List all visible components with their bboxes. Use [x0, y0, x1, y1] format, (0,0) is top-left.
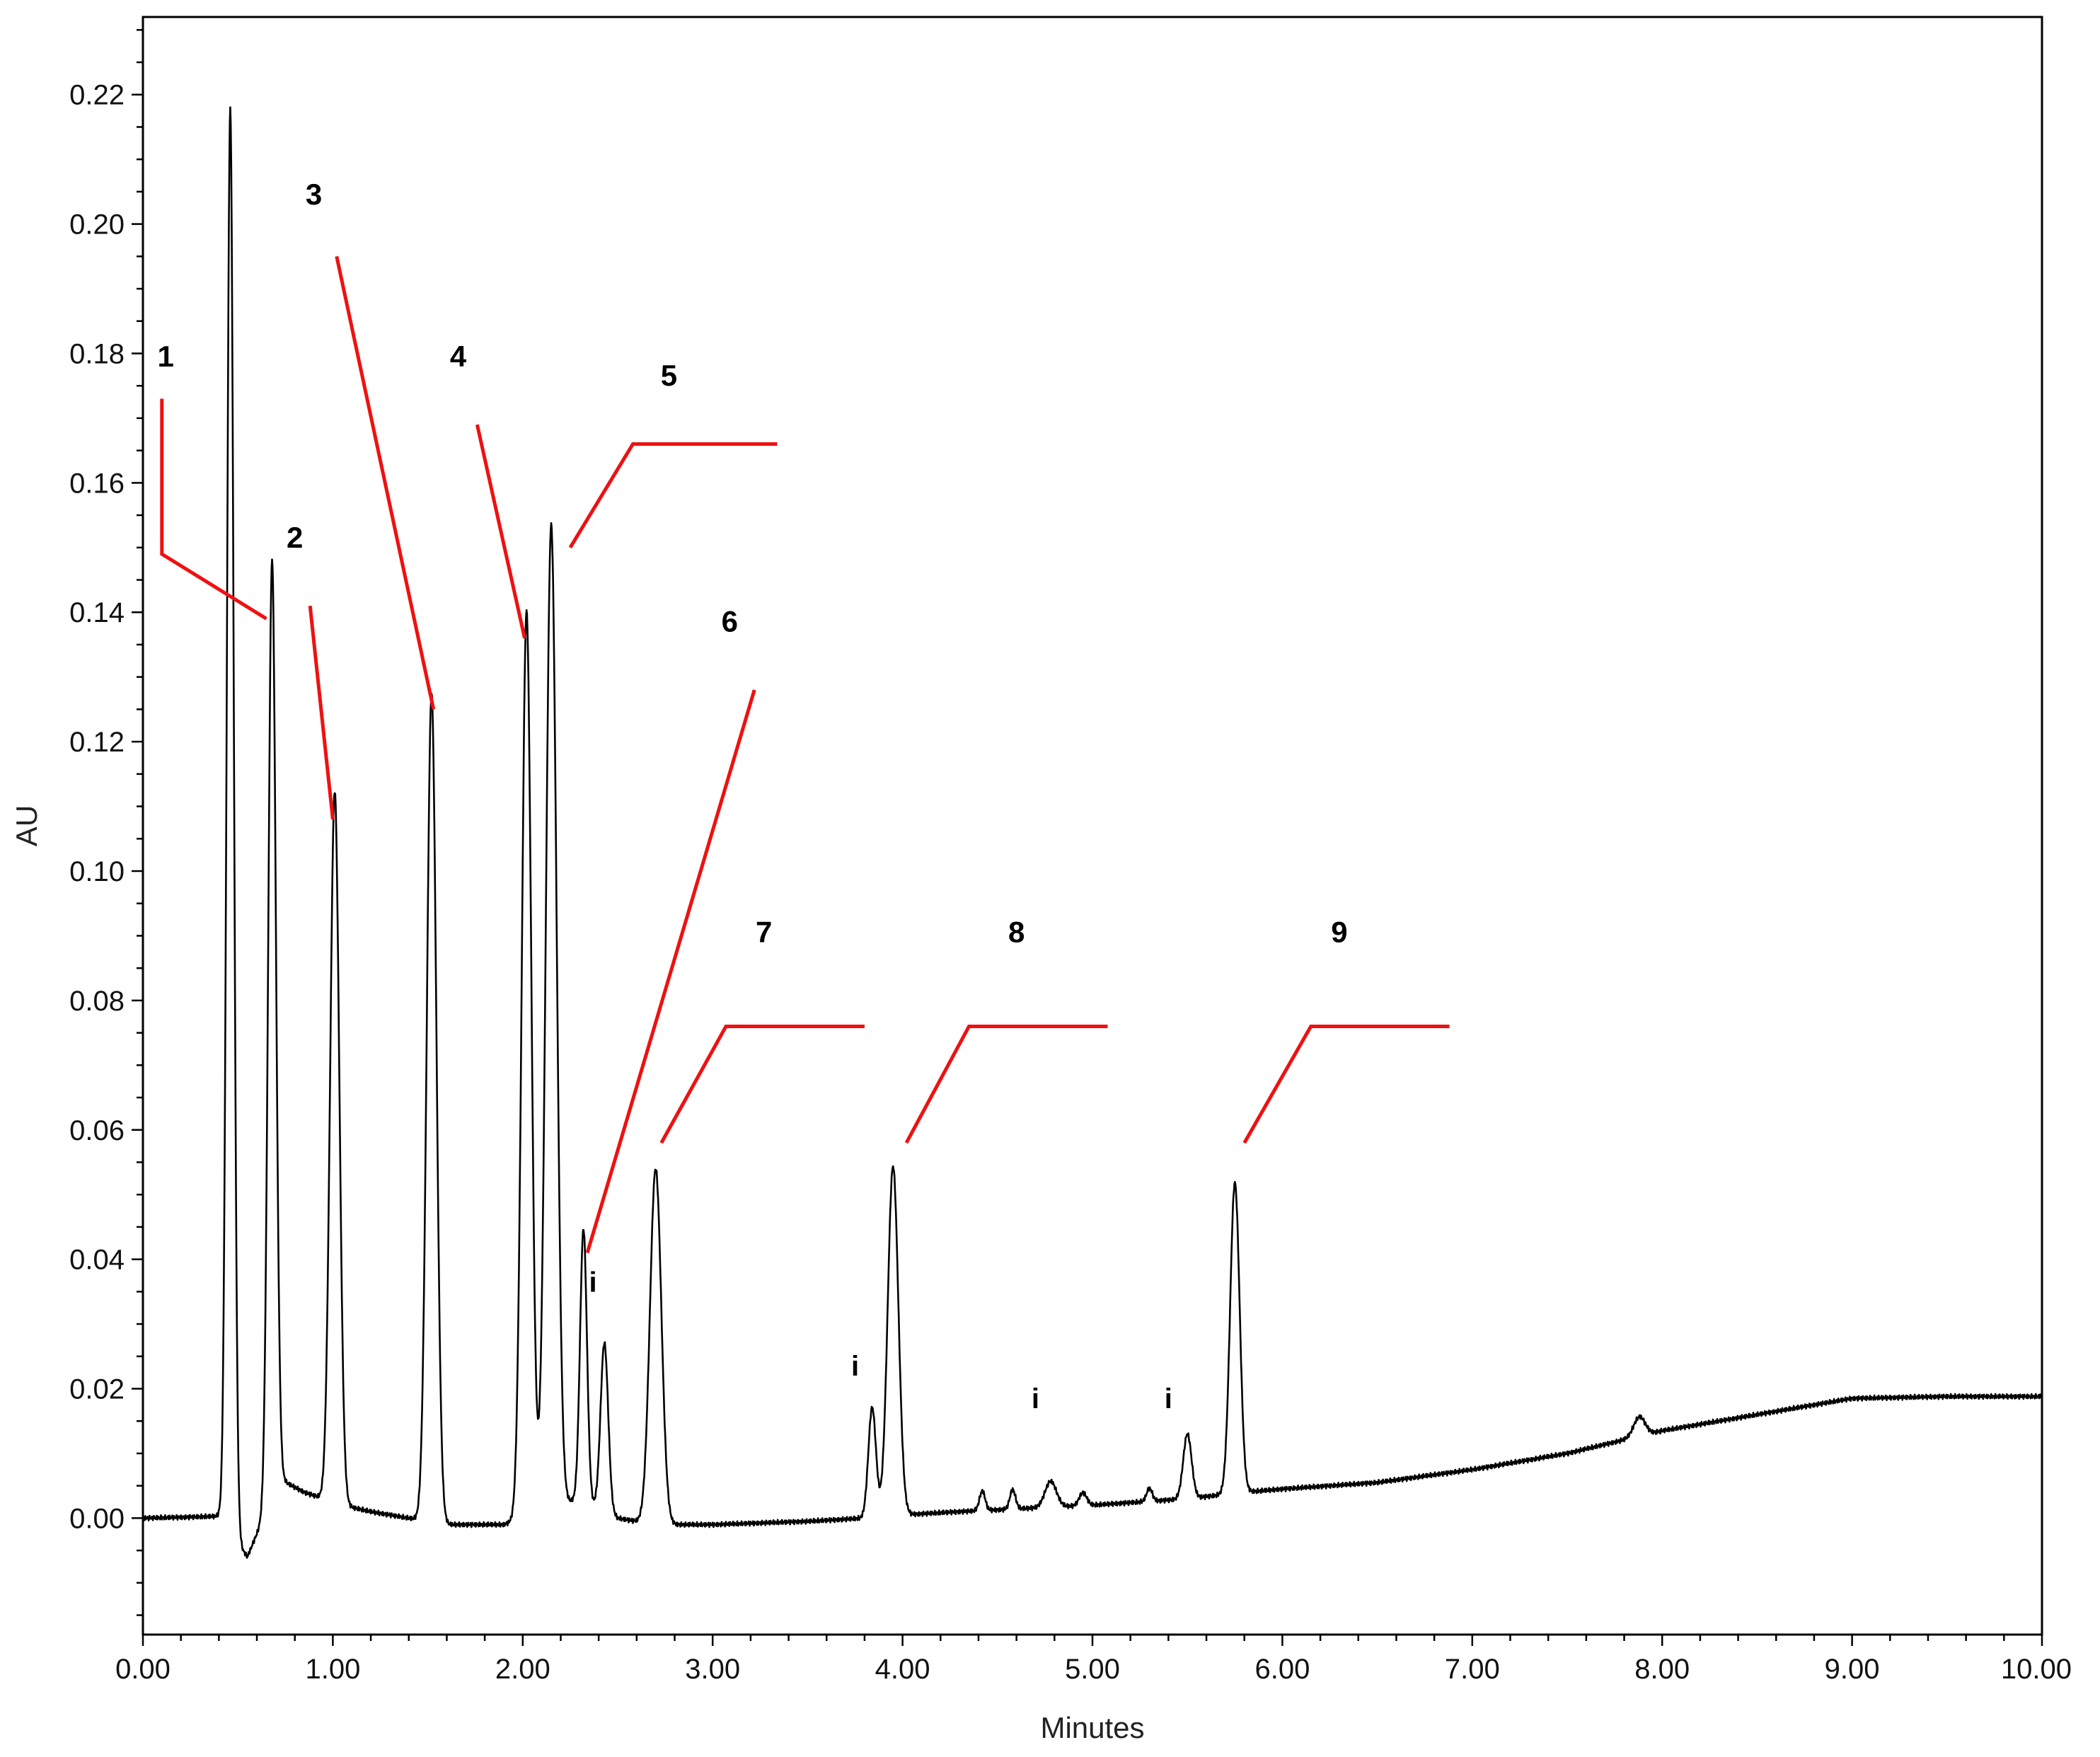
peak-3-label: 3 [306, 178, 322, 211]
y-tick-label: 0.14 [69, 597, 125, 628]
chromatogram-trace [142, 106, 2043, 1559]
peak-9-leader-line [1242, 1025, 1450, 1144]
y-tick-label: 0.18 [69, 338, 125, 369]
y-tick-label: 0.02 [69, 1374, 125, 1405]
y-tick-label: 0.22 [69, 80, 125, 111]
y-tick-label: 0.12 [69, 727, 125, 758]
plot-frame [142, 16, 2043, 1636]
peak-6-leader-line [585, 689, 756, 1254]
peak-2-label: 2 [287, 521, 303, 554]
x-tick-label: 1.00 [305, 1654, 360, 1685]
impurity-label: i [589, 1267, 597, 1298]
peak-4-label: 4 [450, 340, 467, 373]
impurity-label: i [1032, 1383, 1039, 1415]
peak-1-label: 1 [158, 340, 174, 373]
y-tick-label: 0.16 [69, 468, 125, 499]
peak-6-label: 6 [722, 605, 738, 638]
x-tick-label: 2.00 [495, 1654, 550, 1685]
x-tick-label: 10.00 [2001, 1654, 2072, 1685]
y-tick-label: 0.06 [69, 1115, 125, 1146]
x-tick-label: 0.00 [115, 1654, 171, 1685]
x-tick-label: 5.00 [1065, 1654, 1120, 1685]
peak-5-leader-line [568, 442, 778, 549]
y-tick-label: 0.04 [69, 1245, 125, 1276]
x-tick-label: 7.00 [1445, 1654, 1500, 1685]
peak-8-label: 8 [1008, 916, 1025, 949]
peak-9-label: 9 [1331, 916, 1347, 949]
axes-layer: 0.00 0.02 0.04 0.06 0.08 0.10 0.12 0.14 0.16 0.18… [69, 16, 2072, 1685]
x-tick-label: 6.00 [1254, 1654, 1310, 1685]
peak-7-label: 7 [756, 916, 772, 949]
x-tick-label: 4.00 [875, 1654, 930, 1685]
x-tick-label: 3.00 [685, 1654, 740, 1685]
y-axis-title: AU [10, 805, 43, 846]
trace-layer [142, 106, 2043, 1559]
peak-4-leader-line [475, 424, 526, 639]
y-tick-label: 0.20 [69, 209, 125, 241]
impurity-label: i [1165, 1383, 1172, 1415]
peak-2-leader-line [308, 605, 335, 820]
x-axis-title: Minutes [1040, 1711, 1144, 1744]
annotation-layer: 1 2 3 4 5 6 7 8 9 i i i i [158, 178, 1450, 1415]
y-tick-label: 0.10 [69, 856, 125, 887]
peak-7-leader-line [659, 1025, 865, 1144]
peak-1-leader-line [160, 398, 267, 621]
impurity-label: i [851, 1351, 859, 1382]
peak-8-leader-line [904, 1025, 1108, 1144]
x-tick-label: 8.00 [1634, 1654, 1690, 1685]
peak-5-label: 5 [661, 359, 677, 392]
peak-3-leader-line [335, 255, 436, 710]
y-tick-label: 0.08 [69, 986, 125, 1017]
y-tick-label: 0.00 [69, 1503, 125, 1534]
x-tick-label: 9.00 [1825, 1654, 1880, 1685]
